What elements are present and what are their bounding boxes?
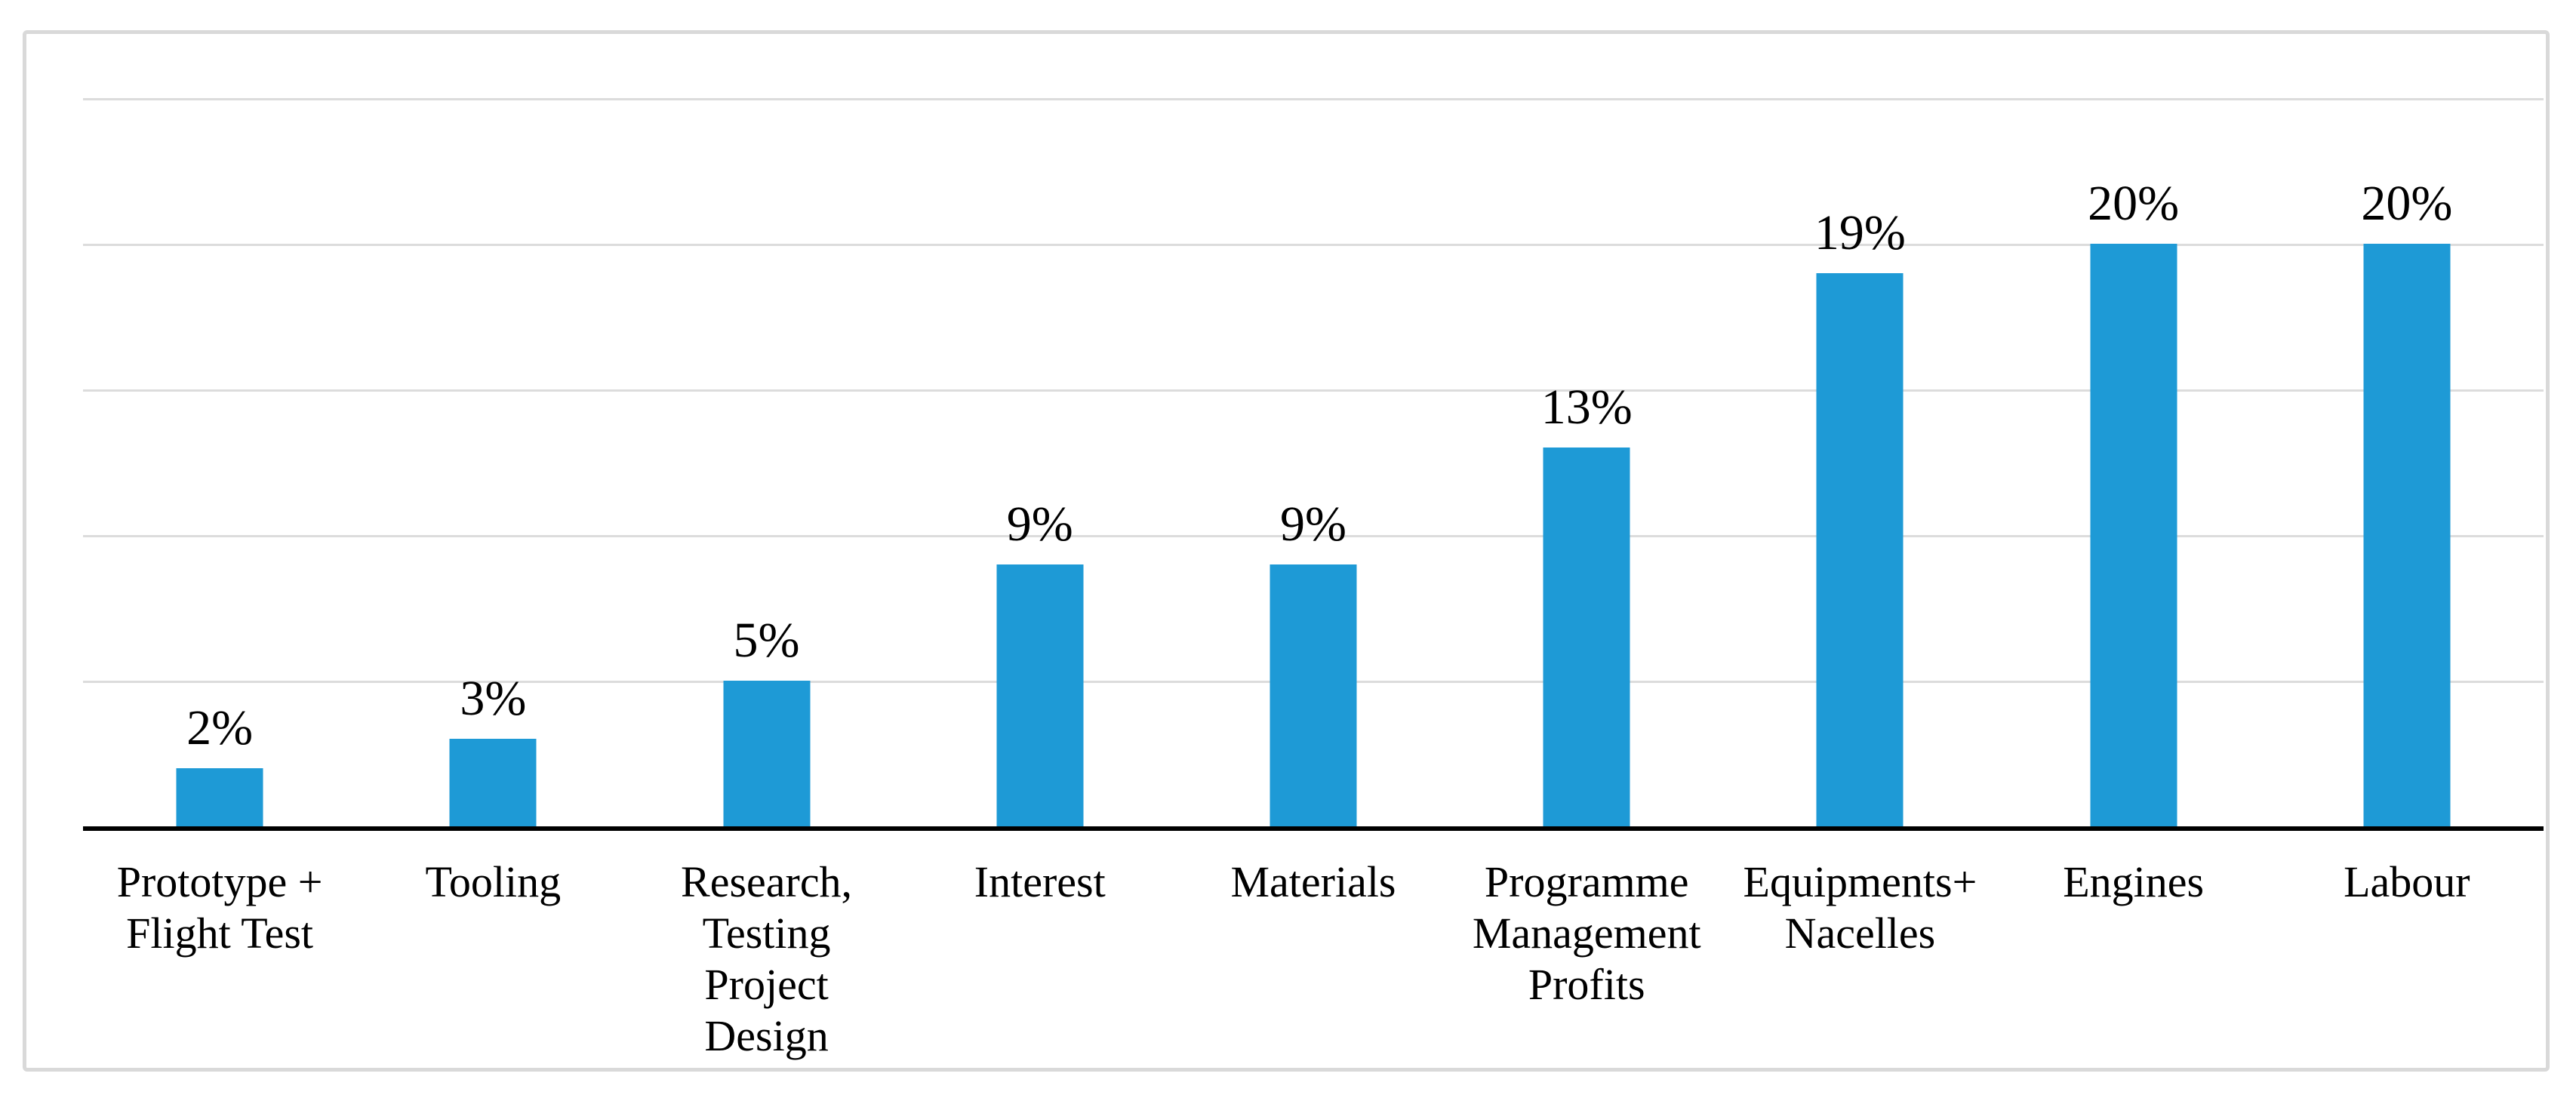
category-label: Materials — [1230, 857, 1396, 906]
bar-value-label: 5% — [733, 613, 800, 668]
bar-slot: 9% — [903, 98, 1177, 826]
bar — [1270, 564, 1357, 826]
bar — [1543, 448, 1630, 826]
bar — [2363, 244, 2451, 826]
bar-value-label: 13% — [1540, 380, 1633, 435]
bar — [2090, 244, 2177, 826]
bar-slot: 13% — [1450, 98, 1723, 826]
bar — [176, 767, 263, 826]
chart-frame: 2% 3% 5% 9% 9% 13% 19% 20% 20% Prototype + Fligh… — [23, 30, 2550, 1072]
category-label: Tooling — [425, 857, 562, 906]
gridline — [83, 535, 2544, 537]
bar-value-label: 9% — [1279, 496, 1346, 552]
bar — [449, 739, 537, 826]
bar-slot: 3% — [356, 98, 629, 826]
bar-value-label: 9% — [1006, 496, 1073, 552]
category-label: Engines — [2063, 857, 2205, 906]
category-axis-labels: Prototype + Flight Test Tooling Research, … — [83, 857, 2544, 1061]
bar — [1816, 272, 1904, 826]
bar-slot: 20% — [1997, 98, 2270, 826]
bar-slot: 19% — [1723, 98, 1996, 826]
bar-slot: 5% — [629, 98, 903, 826]
plot-area: 2% 3% 5% 9% 9% 13% 19% 20% 20% — [83, 98, 2544, 831]
gridline — [83, 389, 2544, 392]
bar-value-label: 19% — [1814, 205, 1906, 260]
bar-value-label: 20% — [2361, 176, 2453, 231]
category-label: Interest — [974, 857, 1106, 906]
bar-slot: 2% — [83, 98, 356, 826]
bar-slot: 9% — [1177, 98, 1450, 826]
category-label: Research, Testing Project Design — [681, 857, 853, 1060]
bar — [996, 564, 1084, 826]
gridline — [83, 244, 2544, 246]
category-label: Programme Management Profits — [1472, 857, 1701, 1009]
bar-slot: 20% — [2270, 98, 2544, 826]
bar-value-label: 20% — [2088, 176, 2180, 231]
category-label: Prototype + Flight Test — [116, 857, 323, 958]
bar — [723, 681, 811, 826]
bar-value-label: 3% — [460, 671, 527, 727]
gridline — [83, 98, 2544, 100]
bars-row: 2% 3% 5% 9% 9% 13% 19% 20% 20% — [83, 98, 2544, 826]
category-label: Labour — [2344, 857, 2470, 906]
category-label: Equipments+ Nacelles — [1743, 857, 1977, 958]
bar-value-label: 2% — [186, 700, 254, 755]
